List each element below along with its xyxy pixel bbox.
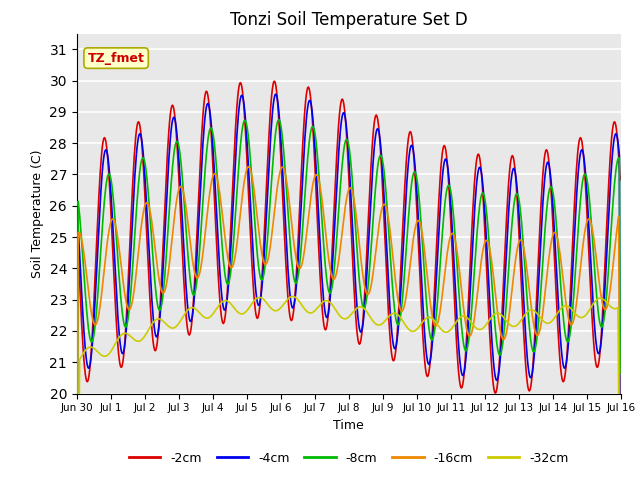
Legend: -2cm, -4cm, -8cm, -16cm, -32cm: -2cm, -4cm, -8cm, -16cm, -32cm	[124, 447, 573, 469]
X-axis label: Time: Time	[333, 419, 364, 432]
Text: TZ_fmet: TZ_fmet	[88, 51, 145, 65]
Title: Tonzi Soil Temperature Set D: Tonzi Soil Temperature Set D	[230, 11, 468, 29]
Y-axis label: Soil Temperature (C): Soil Temperature (C)	[31, 149, 44, 278]
